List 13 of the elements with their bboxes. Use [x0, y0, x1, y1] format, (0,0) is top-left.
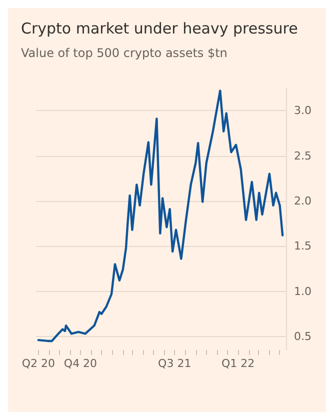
x-tick-label: Q4 20: [64, 357, 98, 370]
y-tick-label: 1.5: [294, 240, 312, 253]
y-tick-label: 0.5: [294, 330, 312, 343]
y-tick-label: 2.5: [294, 149, 312, 162]
x-tick-label: Q1 22: [221, 357, 255, 370]
chart-title: Crypto market under heavy pressure: [21, 20, 298, 38]
x-tick-label: Q3 21: [158, 357, 192, 370]
y-tick-label: 3.0: [294, 104, 312, 118]
x-tick-label: Q2 20: [22, 357, 55, 370]
y-tick-label: 1.0: [294, 284, 312, 298]
chart-subtitle: Value of top 500 crypto assets $tn: [21, 46, 228, 60]
line-series: [37, 90, 284, 342]
y-tick-label: 2.0: [294, 194, 312, 208]
